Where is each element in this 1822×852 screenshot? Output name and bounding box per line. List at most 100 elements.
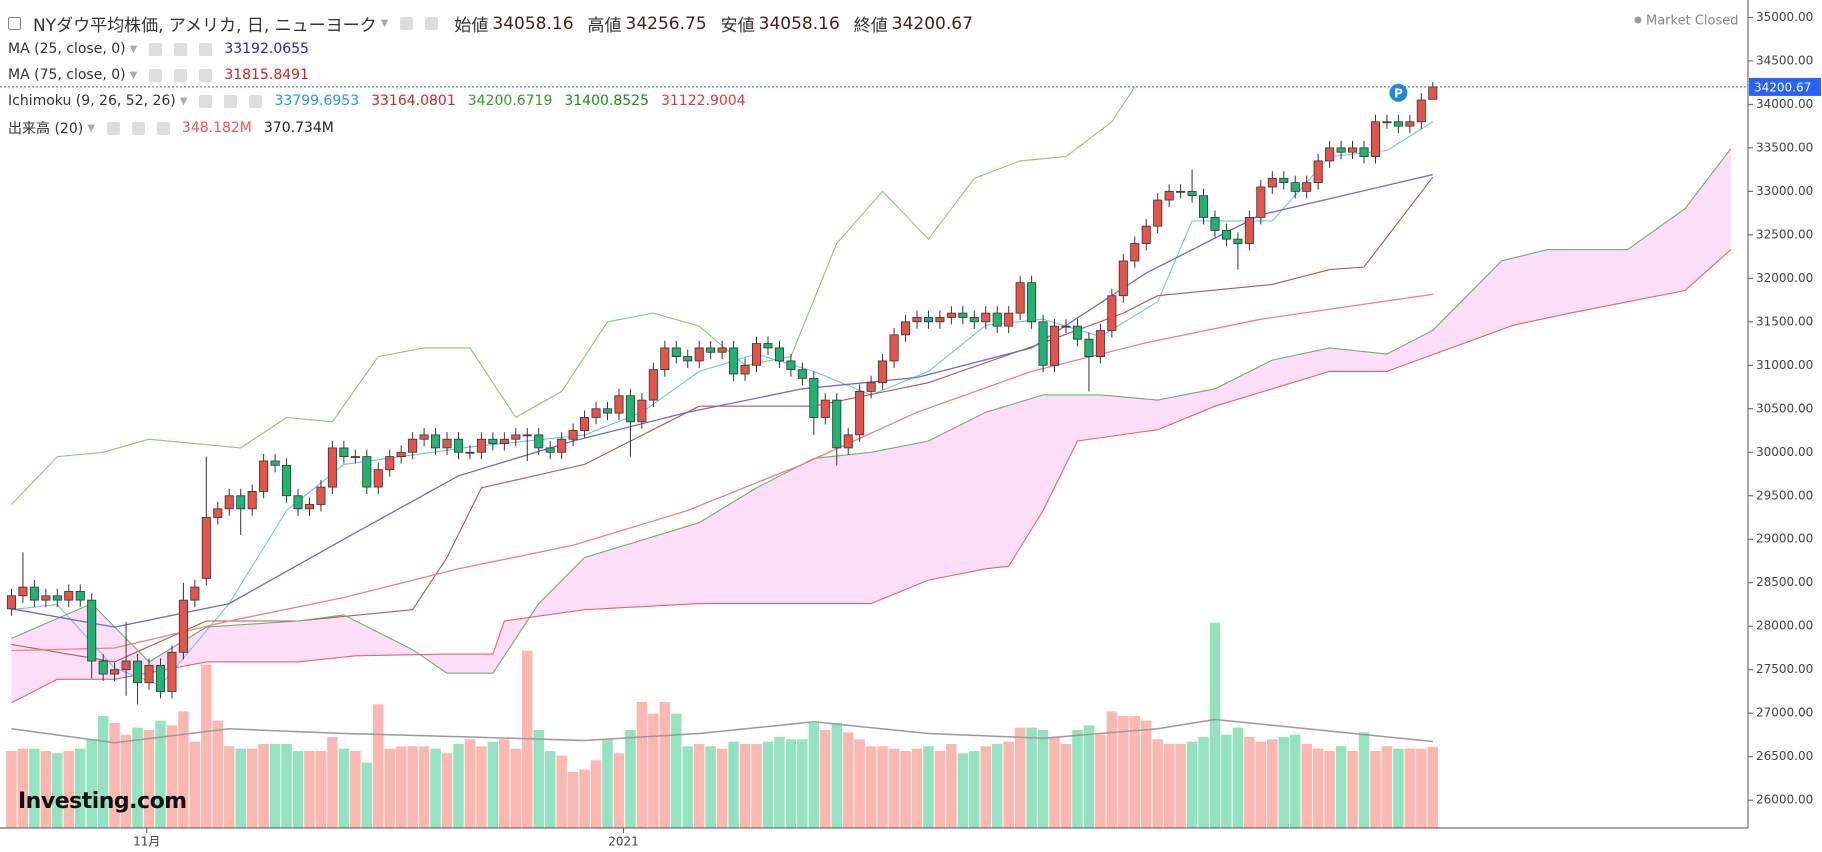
volume-bar (1381, 746, 1393, 828)
volume-bar (281, 744, 292, 828)
candle-body (1027, 282, 1037, 323)
caret[interactable]: ▼ (380, 18, 389, 29)
volume-bar (418, 746, 430, 828)
candle-body (327, 447, 337, 488)
volume-bar (934, 751, 946, 828)
candle-body (1130, 243, 1140, 262)
candle-body (339, 447, 349, 458)
candle-body (213, 508, 223, 518)
candle-body (75, 591, 85, 601)
candle-body (900, 321, 911, 336)
candle-body (534, 434, 544, 449)
volume-bar (441, 753, 453, 828)
volume-bar (739, 744, 751, 828)
candle-body (155, 664, 165, 692)
candle-body (133, 660, 143, 684)
collapse-icon[interactable] (8, 17, 21, 30)
caret[interactable]: ▼ (129, 43, 138, 55)
candle-body (1015, 282, 1025, 314)
high-label: 高値 (587, 16, 622, 36)
candle-body (1141, 225, 1151, 244)
y-tick-label: 33000.00 (1756, 184, 1813, 198)
event-marker (1389, 83, 1408, 102)
candle-body (958, 312, 968, 318)
volume-bar (991, 744, 1003, 828)
icon[interactable] (149, 42, 163, 56)
legend-value: 34200.6719 (467, 93, 553, 109)
icon[interactable] (156, 121, 170, 135)
volume-bar (40, 751, 52, 828)
volume-bar (797, 739, 808, 828)
caret[interactable]: ▼ (129, 69, 138, 81)
candle-body (1038, 321, 1048, 366)
icon[interactable] (174, 42, 188, 56)
candle-body (717, 347, 727, 353)
volume-bar (728, 741, 739, 828)
y-tick-label: 26500.00 (1756, 749, 1813, 763)
icon[interactable] (249, 94, 263, 108)
legend-ma75: MA (75, close, 0) ▼ 31815.8491 (8, 67, 321, 83)
volume-bar (602, 739, 613, 828)
volume-bar (1221, 734, 1232, 828)
volume-bar (258, 744, 269, 828)
volume-bar (315, 751, 327, 828)
candle-body (912, 317, 922, 323)
candle-body (144, 664, 154, 684)
gear-icon[interactable] (425, 17, 439, 30)
volume-bar (1427, 746, 1439, 828)
candle-body (751, 343, 762, 366)
volume-bar (533, 730, 544, 828)
volume-bar (671, 713, 682, 828)
candle-body (1210, 217, 1220, 231)
icon[interactable] (199, 42, 213, 56)
y-tick-label: 32000.00 (1756, 271, 1813, 285)
candle-body (671, 347, 681, 357)
icon[interactable] (131, 121, 145, 135)
open-value: 34058.16 (492, 13, 574, 34)
candle-body (385, 456, 395, 471)
volume-bar (304, 751, 315, 828)
volume-bar (178, 711, 189, 828)
icon[interactable] (149, 68, 163, 82)
ma-line (11, 293, 1433, 652)
volume-bar (1255, 741, 1267, 828)
candle-body (293, 495, 303, 510)
volume-bar (1232, 727, 1244, 828)
icon[interactable] (174, 68, 188, 82)
candle-body (694, 347, 704, 362)
y-tick-label: 31000.00 (1756, 358, 1813, 372)
candle-body (1336, 147, 1346, 153)
icon[interactable] (224, 94, 238, 108)
icon[interactable] (199, 94, 213, 108)
volume-bar (1106, 711, 1118, 828)
caret[interactable]: ▼ (179, 95, 188, 107)
ichimoku-line (11, 249, 1732, 704)
volume-bar (693, 744, 705, 828)
legend-name: MA (25, close, 0) (8, 41, 126, 57)
legend-name: MA (75, close, 0) (8, 67, 126, 83)
volume-bar (464, 739, 476, 828)
volume-bar (751, 744, 762, 828)
candle-body (1244, 217, 1254, 244)
volume-bar (29, 748, 40, 828)
volume-bar (877, 746, 888, 828)
volume-bar (659, 702, 671, 828)
candle-body (236, 495, 246, 510)
high-value: 34256.75 (625, 13, 707, 34)
candle-body (797, 369, 807, 379)
candle-body (1072, 325, 1082, 340)
candle-body (568, 430, 578, 440)
icon[interactable] (106, 121, 120, 135)
header: NYダウ平均株価, アメリカ, 日, ニューヨーク ▼ 始値 34058.16 高… (8, 11, 987, 36)
legend-value: 31815.8491 (224, 67, 309, 83)
eye-icon[interactable] (400, 17, 414, 30)
icon[interactable] (199, 68, 213, 82)
legend-value: 348.182M (181, 120, 252, 136)
candle-body (1359, 147, 1369, 157)
candle-body (1267, 177, 1277, 188)
volume-bar (1198, 737, 1209, 828)
volume-bar (1072, 730, 1083, 828)
candle-body (1187, 190, 1197, 197)
caret[interactable]: ▼ (87, 122, 95, 134)
